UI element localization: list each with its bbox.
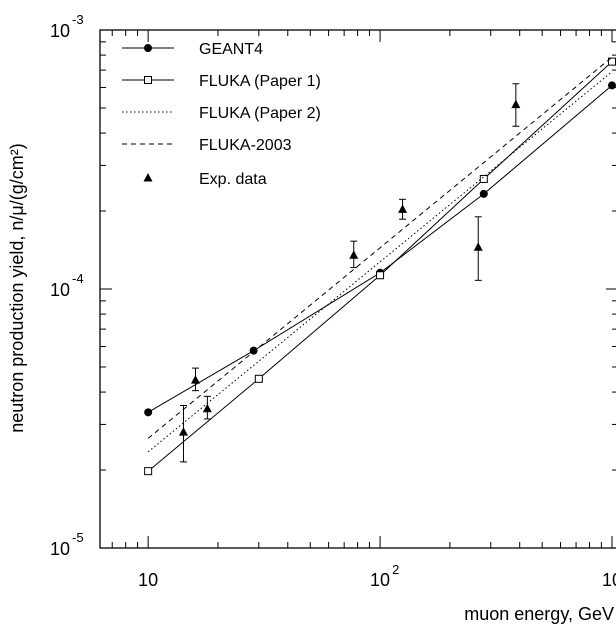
data-point	[202, 403, 212, 413]
data-point	[608, 81, 616, 90]
series-line	[147, 71, 613, 453]
y-tick-label-exponent: -4	[72, 271, 84, 286]
series-geant4	[144, 81, 616, 417]
series-exp-data	[178, 83, 521, 463]
y-tick-label-exponent: -5	[72, 530, 84, 545]
series-fluka-2003	[147, 56, 613, 439]
legend: GEANT4 FLUKA (Paper 1) FLUKA (Paper 2) FLUK…	[122, 41, 321, 188]
y-axis-label: neutron production yield, n/μ/(g/cm²)	[7, 143, 27, 433]
legend-label: FLUKA-2003	[199, 137, 292, 154]
legend-entry: GEANT4	[122, 41, 263, 58]
y-tick-label: 10-4	[50, 271, 84, 300]
data-point	[479, 189, 488, 198]
data-point	[376, 271, 385, 280]
data-point	[190, 375, 200, 384]
y-tick-label-base: 10	[50, 539, 70, 559]
plot-frame	[99, 29, 616, 549]
legend-entry: FLUKA (Paper 1)	[122, 73, 321, 90]
series-line	[147, 85, 613, 413]
x-tick-label-base: 10	[138, 570, 158, 590]
legend-entry: Exp. data	[143, 171, 267, 188]
axes-layer: 1010210310-510-410-3	[50, 12, 616, 590]
x-tick-label: 103	[602, 570, 616, 590]
y-tick-label-exponent: -3	[72, 12, 84, 27]
legend-marker-sample	[143, 173, 153, 182]
data-point	[178, 427, 188, 436]
data-point	[249, 346, 258, 355]
series-fluka-paper-2-	[147, 71, 613, 453]
data-point	[349, 250, 359, 259]
data-point	[398, 204, 408, 213]
data-point	[511, 99, 521, 109]
legend-marker-sample	[144, 76, 152, 84]
data-point	[144, 467, 153, 476]
y-tick-label: 10-3	[50, 12, 84, 41]
data-point	[479, 174, 488, 183]
x-tick-label-exponent: 2	[392, 562, 399, 577]
x-tick-label: 10	[138, 570, 158, 590]
data-point	[473, 242, 483, 251]
legend-entry: FLUKA (Paper 2)	[122, 105, 321, 122]
y-tick-label-base: 10	[50, 21, 70, 41]
legend-label: FLUKA (Paper 2)	[199, 105, 321, 122]
legend-label: FLUKA (Paper 1)	[199, 73, 321, 90]
data-point	[144, 408, 153, 417]
legend-label: Exp. data	[199, 171, 267, 188]
x-axis-label: muon energy, GeV	[464, 604, 614, 624]
y-tick-label-base: 10	[50, 280, 70, 300]
legend-entry: FLUKA-2003	[122, 137, 292, 154]
legend-marker-sample	[144, 44, 152, 52]
x-tick-label: 102	[370, 562, 399, 590]
legend-label: GEANT4	[199, 41, 263, 58]
series-layer	[144, 56, 616, 476]
data-point	[254, 374, 263, 383]
y-tick-label: 10-5	[50, 530, 84, 559]
series-line	[147, 61, 613, 472]
x-tick-label-base: 10	[370, 570, 390, 590]
x-tick-label-base: 10	[602, 570, 616, 590]
series-line	[147, 56, 613, 439]
